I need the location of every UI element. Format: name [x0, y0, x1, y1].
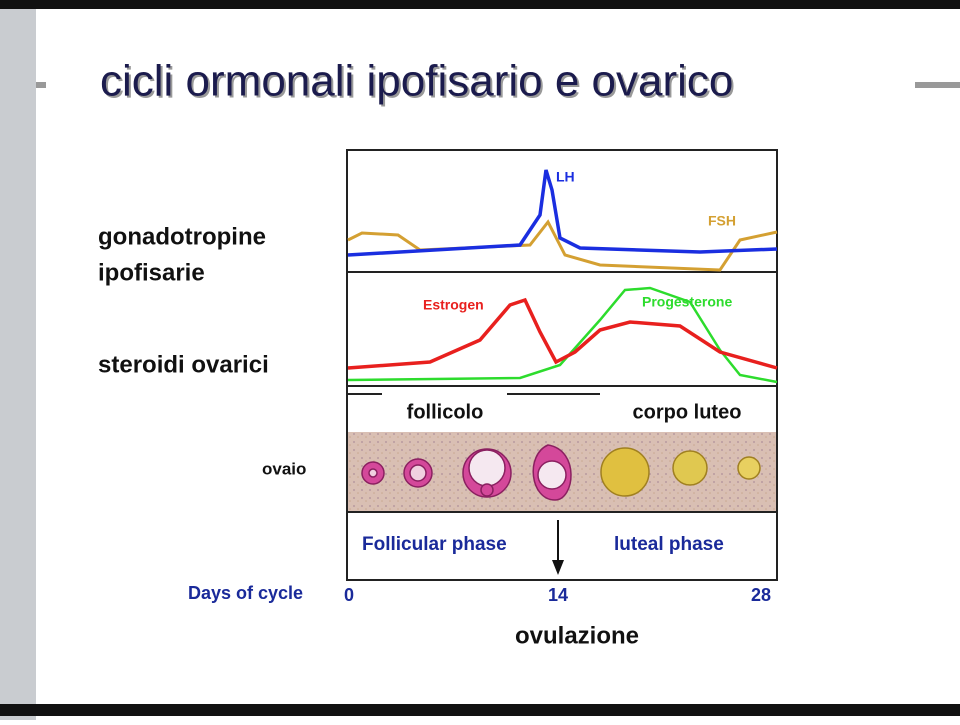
curve-label: Estrogen [423, 297, 484, 313]
ovulation-label: ovulazione [515, 622, 639, 649]
stage-label: follicolo [407, 401, 484, 423]
phase-label: Follicular phase [362, 534, 507, 555]
curve-label: FSH [708, 213, 736, 229]
phase-label: luteal phase [614, 534, 724, 555]
diagram: LH FSH Estrogen Progesterone follicolo c… [188, 149, 778, 605]
side-label: ipofisarie [98, 259, 205, 286]
title-dash [915, 82, 960, 88]
fsh-curve [347, 219, 778, 272]
stage-label: corpo luteo [633, 401, 742, 423]
day-label: 14 [548, 585, 568, 605]
title: cicli ormonali ipofisario e ovarico [100, 57, 733, 106]
ovary-stages [361, 444, 761, 501]
arrow-head [552, 560, 564, 575]
lh-curve [347, 169, 778, 257]
estrogen-curve [347, 297, 778, 370]
top-bar [0, 0, 960, 9]
side-label: steroidi ovarici [98, 351, 269, 378]
title-shadow: cicli ormonali ipofisario e ovarico [102, 59, 735, 108]
side-label: ovaio [262, 459, 306, 478]
day-label: 0 [344, 585, 354, 605]
bottom-bar [0, 704, 960, 716]
curve-label: Progesterone [642, 294, 732, 310]
progesterone-curve [347, 286, 778, 384]
stage-band [348, 392, 776, 430]
curve-label: LH [556, 169, 575, 185]
title-dash [36, 82, 46, 88]
side-label: gonadotropine [98, 223, 266, 250]
axis-label: Days of cycle [188, 583, 303, 603]
day-label: 28 [751, 585, 771, 605]
side-strip [0, 0, 36, 720]
